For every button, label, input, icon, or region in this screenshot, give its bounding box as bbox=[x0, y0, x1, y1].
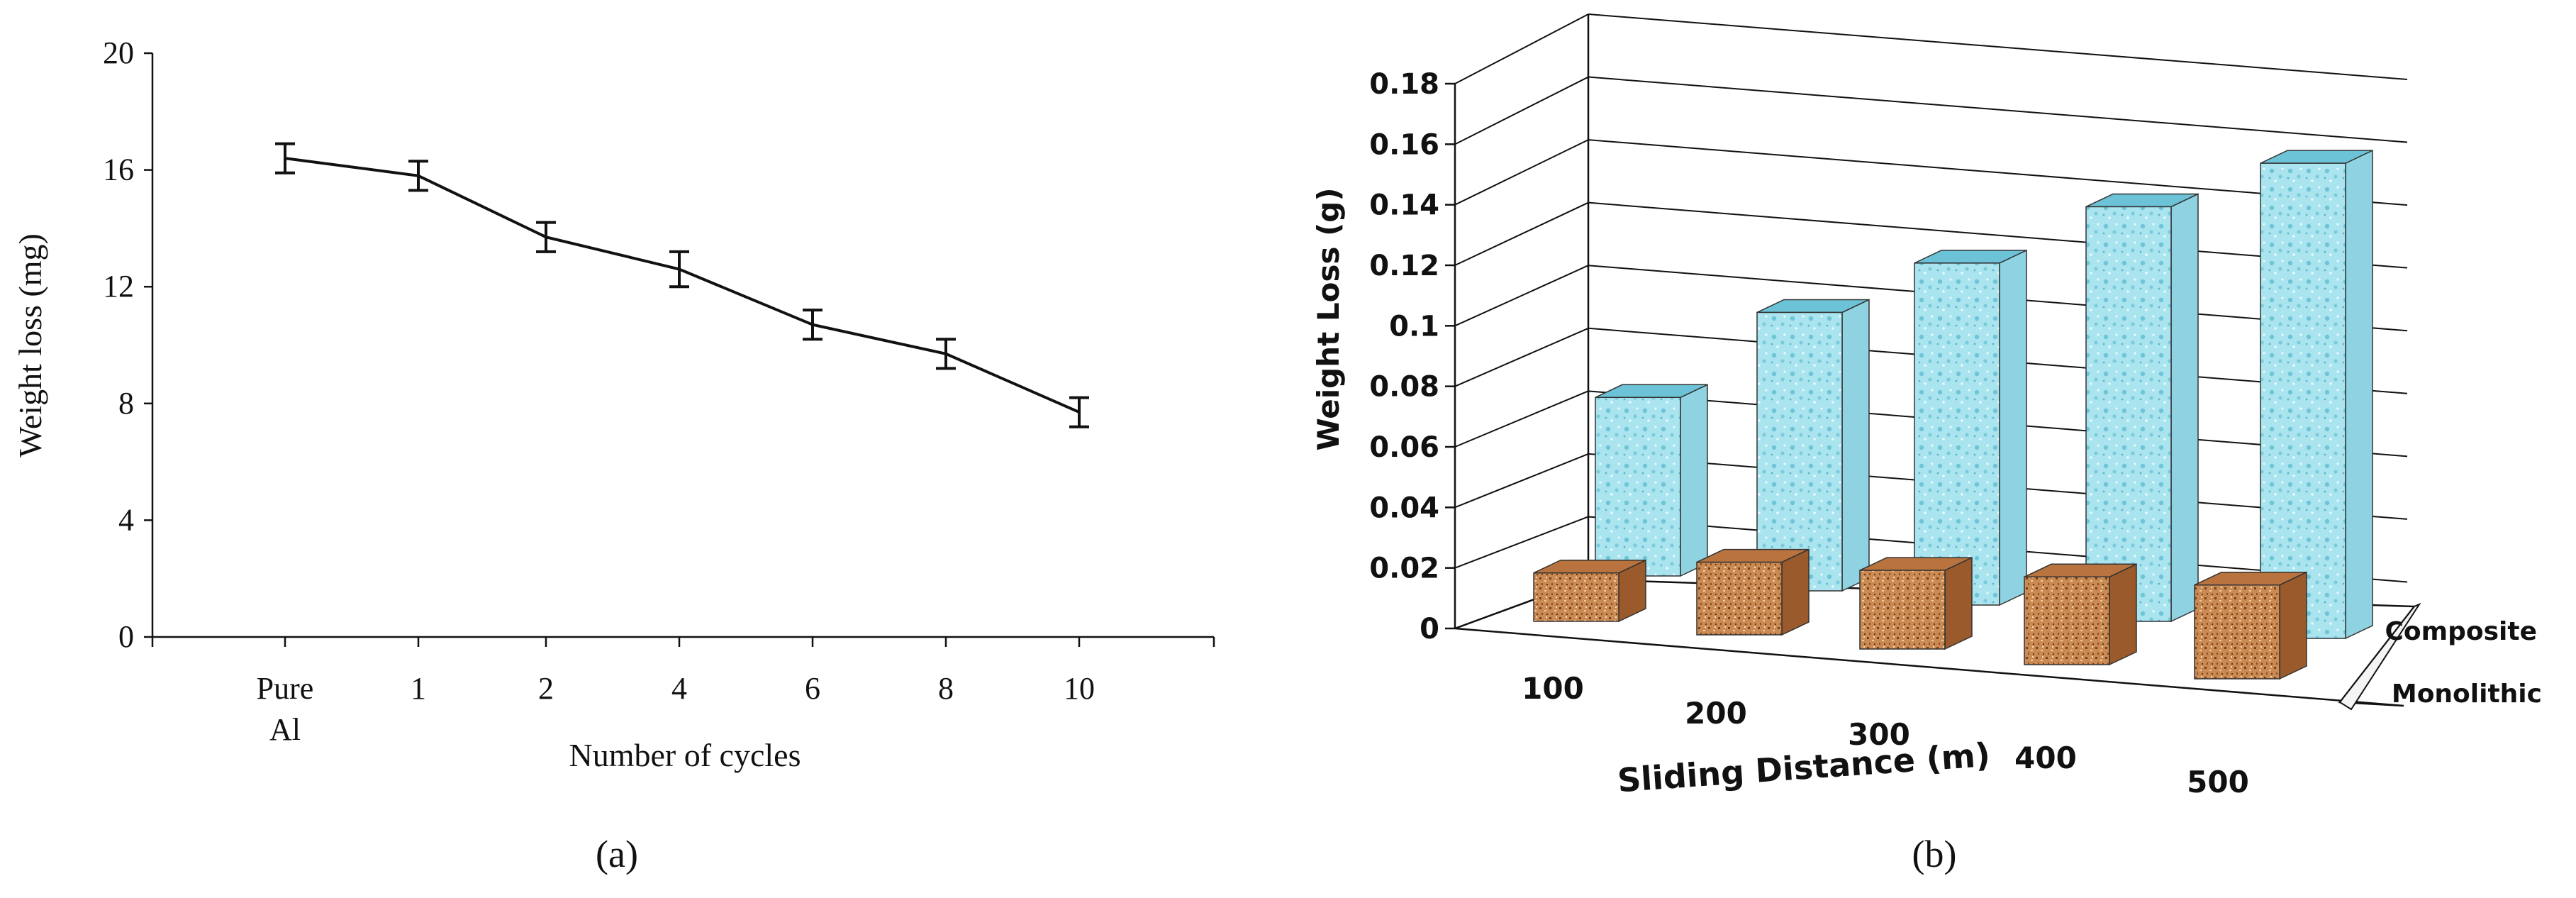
bar-front-face bbox=[2194, 584, 2280, 680]
y-tick-label: 0 bbox=[1420, 613, 1439, 645]
bar-side-face bbox=[1999, 249, 2027, 606]
legend-monolithic: Monolithic bbox=[2392, 680, 2542, 709]
y-tick-label: 20 bbox=[103, 35, 134, 70]
bar-front-face bbox=[2085, 206, 2172, 622]
bar-front-face bbox=[2260, 162, 2346, 639]
bar-side-face bbox=[2345, 149, 2373, 640]
x-tick-label: Pure Al bbox=[257, 671, 314, 747]
y-tick-label: 16 bbox=[103, 153, 134, 187]
bar-composite-500 bbox=[2260, 149, 2373, 640]
y-tick-label: 0.02 bbox=[1369, 553, 1439, 585]
x-tick-label: 300 bbox=[1848, 717, 1910, 752]
gridline-side bbox=[1454, 516, 1589, 569]
panel-label-b: (b) bbox=[1912, 833, 1957, 875]
y-tick-label: 0.18 bbox=[1369, 68, 1439, 101]
bar-monolithic-500 bbox=[2194, 571, 2307, 680]
x-tick-label: 400 bbox=[2014, 741, 2077, 775]
bar-front-face bbox=[1696, 561, 1783, 636]
x-tick-label: 1 bbox=[411, 671, 426, 706]
gridline-side bbox=[1454, 390, 1589, 448]
gridline-side bbox=[1454, 265, 1589, 327]
floor-edge bbox=[2338, 602, 2421, 711]
bar-composite-400 bbox=[2085, 193, 2199, 623]
bar-side-face bbox=[2109, 563, 2137, 666]
y-tick-label: 0.06 bbox=[1369, 431, 1439, 464]
y-tick-label: 12 bbox=[103, 269, 134, 304]
bar-front-face bbox=[1914, 262, 2000, 606]
gridline-side bbox=[1454, 327, 1589, 387]
bar-side-face bbox=[2170, 193, 2199, 623]
gridline-side bbox=[1454, 453, 1589, 509]
gridline-side bbox=[1454, 13, 1589, 84]
x-tick-label: 200 bbox=[1685, 696, 1747, 731]
bar-monolithic-300 bbox=[1859, 556, 1973, 650]
x-tick-label: 4 bbox=[671, 671, 687, 706]
bar-monolithic-400 bbox=[2024, 563, 2137, 666]
bar-side-face bbox=[1781, 548, 1810, 636]
bar-monolithic-100 bbox=[1533, 559, 1646, 623]
bar-composite-300 bbox=[1914, 249, 2027, 606]
bar-side-face bbox=[1680, 384, 1708, 577]
bar-front-face bbox=[1859, 570, 1946, 650]
bar-composite-100 bbox=[1595, 384, 1708, 577]
x-tick-label: 100 bbox=[1522, 671, 1584, 706]
y-tick-label: 0.04 bbox=[1369, 492, 1439, 524]
y-tick-label: 0.1 bbox=[1389, 310, 1439, 343]
y-tick-label: 0 bbox=[118, 619, 134, 654]
gridline-side bbox=[1454, 201, 1589, 266]
gridline-back bbox=[1588, 76, 2408, 143]
bar-front-face bbox=[1756, 311, 1843, 592]
y-tick-label: 8 bbox=[118, 386, 134, 421]
gridline-side bbox=[1454, 76, 1589, 145]
y-axis-title: Weight Loss (g) bbox=[1311, 187, 1346, 450]
x-tick-label: 10 bbox=[1064, 671, 1095, 706]
bar-composite-200 bbox=[1756, 299, 1870, 592]
legend-composite: Composite bbox=[2385, 617, 2537, 646]
y-tick-label: 0.16 bbox=[1369, 128, 1439, 161]
bar-monolithic-200 bbox=[1696, 548, 1810, 636]
bar-front-face bbox=[1533, 572, 1619, 622]
bar-front-face bbox=[2024, 576, 2110, 665]
bar-front-face bbox=[1595, 397, 1681, 577]
y-tick-label: 0.12 bbox=[1369, 250, 1439, 282]
gridline-side bbox=[1454, 139, 1589, 206]
x-tick-label: 2 bbox=[538, 671, 554, 706]
x-axis-title: Sliding Distance (m) bbox=[1616, 736, 1991, 800]
panel-label-a: (a) bbox=[596, 833, 638, 875]
y-axis-title: Weight loss (mg) bbox=[12, 233, 48, 458]
x-tick-label: 6 bbox=[805, 671, 820, 706]
y-tick-label: 0.08 bbox=[1369, 371, 1439, 404]
y-tick-label: 4 bbox=[118, 502, 134, 537]
bar-side-face bbox=[2279, 571, 2307, 680]
bar-side-face bbox=[1944, 556, 1973, 650]
x-tick-label: 8 bbox=[938, 671, 954, 706]
x-tick-label: 500 bbox=[2187, 765, 2249, 799]
bar-side-face bbox=[1841, 299, 1870, 592]
gridline-back bbox=[1588, 13, 2408, 80]
x-axis-title: Number of cycles bbox=[569, 737, 801, 773]
y-tick-label: 0.14 bbox=[1369, 189, 1439, 222]
